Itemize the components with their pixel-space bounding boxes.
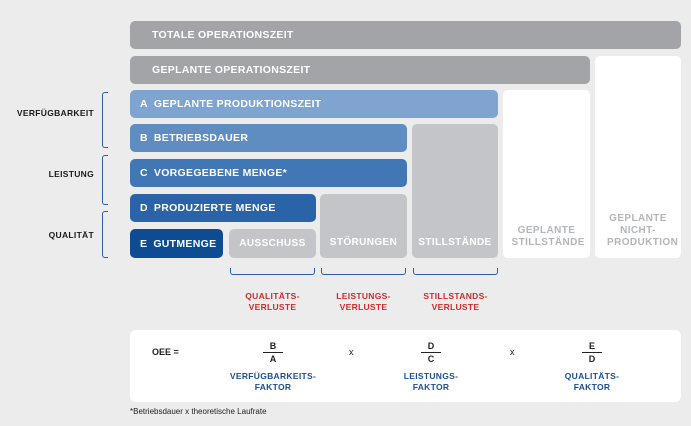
row-c-letter: C bbox=[140, 167, 148, 179]
times-sign-1: x bbox=[349, 347, 354, 357]
row-b-bar: B BETRIEBSDAUER bbox=[130, 124, 407, 152]
disruptions-block: STÖRUNGEN bbox=[320, 194, 407, 258]
quality-bracket bbox=[102, 211, 108, 258]
disruptions-label: STÖRUNGEN bbox=[329, 237, 398, 248]
availability-bracket bbox=[102, 92, 108, 148]
quality-loss-bracket bbox=[230, 268, 315, 275]
performance-numerator: D bbox=[421, 341, 441, 353]
quality-numerator: E bbox=[582, 341, 602, 353]
planned-non-production-label: GEPLANTE NICHT-PRODUKTION bbox=[607, 213, 679, 248]
row-d-letter: D bbox=[140, 202, 148, 214]
row-e-letter: E bbox=[140, 237, 148, 250]
planned-downtime-block: GEPLANTE STILLSTÄNDE bbox=[503, 90, 590, 258]
scrap-block: AUSSCHUSS bbox=[229, 229, 316, 258]
performance-loss-label: LEISTUNGS-VERLUSTE bbox=[336, 291, 391, 312]
row-b-letter: B bbox=[140, 132, 148, 144]
performance-factor-label: LEISTUNGS-FAKTOR bbox=[403, 371, 459, 392]
planned-operating-time-label: GEPLANTE OPERATIONSZEIT bbox=[152, 64, 311, 76]
performance-fraction: D C bbox=[421, 341, 441, 364]
quality-denominator: D bbox=[588, 354, 596, 364]
planned-non-production-block: GEPLANTE NICHT-PRODUKTION bbox=[595, 56, 681, 258]
performance-loss-bracket bbox=[321, 268, 406, 275]
row-d-bar: D PRODUZIERTE MENGE bbox=[130, 194, 316, 222]
total-operating-time-bar: TOTALE OPERATIONSZEIT bbox=[130, 21, 681, 49]
availability-label: VERFÜGBARKEIT bbox=[16, 108, 94, 118]
row-c-label: VORGEGEBENE MENGE* bbox=[153, 167, 288, 179]
row-b-label: BETRIEBSDAUER bbox=[153, 132, 249, 144]
total-operating-time-label: TOTALE OPERATIONSZEIT bbox=[152, 29, 294, 41]
performance-denominator: C bbox=[427, 354, 435, 364]
downtime-loss-label: STILLSTANDS-VERLUSTE bbox=[423, 291, 488, 312]
row-a-bar: A GEPLANTE PRODUKTIONSZEIT bbox=[130, 90, 498, 118]
quality-loss-label: QUALITÄTS-VERLUSTE bbox=[245, 291, 300, 312]
availability-factor-label: VERFÜGBARKEITS-FAKTOR bbox=[229, 371, 317, 392]
row-d-label: PRODUZIERTE MENGE bbox=[153, 202, 276, 214]
availability-denominator: A bbox=[269, 354, 277, 364]
planned-downtime-label: GEPLANTE STILLSTÄNDE bbox=[511, 225, 585, 248]
quality-label: QUALITÄT bbox=[48, 230, 94, 240]
row-c-bar: C VORGEGEBENE MENGE* bbox=[130, 159, 407, 187]
times-sign-2: x bbox=[510, 347, 515, 357]
scrap-label: AUSSCHUSS bbox=[239, 237, 306, 249]
row-a-letter: A bbox=[140, 98, 148, 110]
row-a-label: GEPLANTE PRODUKTIONSZEIT bbox=[153, 98, 322, 110]
row-e-label: GUTMENGE bbox=[153, 237, 217, 250]
quality-factor-label: QUALITÄTS-FAKTOR bbox=[564, 371, 620, 392]
availability-fraction: B A bbox=[263, 341, 283, 364]
oee-formula-card: OEE = B A VERFÜGBARKEITS-FAKTOR x D C LE… bbox=[130, 330, 681, 402]
availability-numerator: B bbox=[263, 341, 283, 353]
quality-fraction: E D bbox=[582, 341, 602, 364]
performance-bracket bbox=[102, 155, 108, 205]
downtime-loss-bracket bbox=[413, 268, 498, 275]
downtime-block: STILLSTÄNDE bbox=[412, 124, 498, 258]
row-e-bar: E GUTMENGE bbox=[130, 229, 223, 258]
downtime-label: STILLSTÄNDE bbox=[418, 237, 492, 248]
planned-operating-time-bar: GEPLANTE OPERATIONSZEIT bbox=[130, 56, 590, 84]
oee-label: OEE = bbox=[152, 347, 179, 357]
performance-label: LEISTUNG bbox=[48, 169, 94, 179]
footnote: *Betriebsdauer x theoretische Laufrate bbox=[130, 407, 267, 416]
